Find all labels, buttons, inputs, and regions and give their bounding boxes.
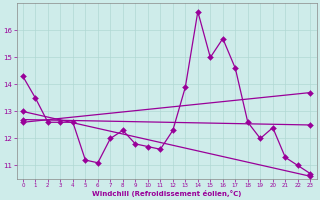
X-axis label: Windchill (Refroidissement éolien,°C): Windchill (Refroidissement éolien,°C) (92, 190, 241, 197)
